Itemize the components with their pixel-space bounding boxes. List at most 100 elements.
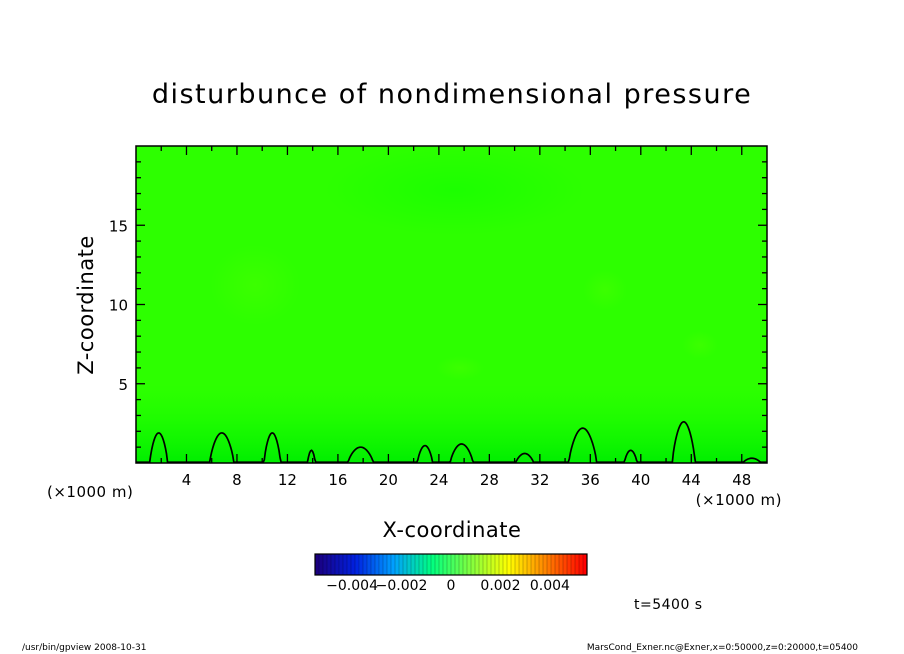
x-tick-label: 8 — [232, 471, 242, 489]
colorbar-swatch — [343, 554, 348, 575]
colorbar-swatch — [539, 554, 544, 575]
colorbar-swatch — [471, 554, 476, 575]
colorbar-swatch — [547, 554, 552, 575]
colorbar-swatch — [391, 554, 396, 575]
colorbar-swatch — [383, 554, 388, 575]
colorbar-swatch — [331, 554, 336, 575]
colorbar-swatch — [499, 554, 504, 575]
contour-line — [136, 420, 767, 463]
colorbar-swatch — [447, 554, 452, 575]
heatmap-field — [136, 146, 767, 463]
colorbar-frame — [314, 553, 588, 576]
x-tick-label: 40 — [631, 471, 650, 489]
colorbar-swatch — [571, 554, 576, 575]
colorbar-swatch — [511, 554, 516, 575]
colorbar-swatch — [387, 554, 392, 575]
colorbar-swatch — [339, 554, 344, 575]
y-tick-label: 5 — [118, 376, 128, 394]
colorbar-swatch — [583, 554, 588, 575]
colorbar-swatch — [363, 554, 368, 575]
chart-title: disturbunce of nondimensional pressure — [152, 79, 752, 110]
colorbar-tick-label: −0.004 — [326, 578, 378, 594]
colorbar-tick-label: −0.002 — [376, 578, 428, 594]
y-axis-unit: (×1000 m) — [47, 483, 133, 501]
colorbar-swatch — [351, 554, 356, 575]
colorbar-swatch — [323, 554, 328, 575]
colorbar-swatch — [495, 554, 500, 575]
colorbar-swatch — [315, 554, 320, 575]
x-tick-label: 12 — [278, 471, 297, 489]
colorbar-swatch — [531, 554, 536, 575]
colorbar-swatch — [459, 554, 464, 575]
colorbar-tick-label: 0.002 — [480, 578, 520, 594]
colorbar-swatch — [403, 554, 408, 575]
colorbar-swatch — [319, 554, 324, 575]
colorbar-swatch — [555, 554, 560, 575]
colorbar-swatch — [579, 554, 584, 575]
y-axis-ticks — [136, 161, 767, 448]
colorbar-tick-labels: −0.004−0.002 0 0.002 0.004 — [326, 578, 570, 594]
colorbar-swatch — [535, 554, 540, 575]
x-axis-label: X-coordinate — [383, 518, 522, 542]
colorbar-swatch — [427, 554, 432, 575]
colorbar-swatch — [575, 554, 580, 575]
x-axis-tick-labels: 4 8 12 16 20 24 28 32 36 40 44 48 — [182, 471, 752, 489]
colorbar-swatch — [359, 554, 364, 575]
colorbar-swatch — [519, 554, 524, 575]
colorbar-swatch — [395, 554, 400, 575]
field-blob — [436, 356, 484, 380]
colorbar-swatch — [375, 554, 380, 575]
colorbar-swatch — [503, 554, 508, 575]
colorbar-swatch — [431, 554, 436, 575]
field-blob — [682, 331, 718, 359]
colorbar-swatch — [567, 554, 572, 575]
x-tick-label: 4 — [182, 471, 192, 489]
field-blob — [210, 245, 300, 325]
colorbar-swatch — [559, 554, 564, 575]
colorbar-swatch — [475, 554, 480, 575]
colorbar-swatch — [507, 554, 512, 575]
colorbar-swatch — [487, 554, 492, 575]
colorbar-swatch — [379, 554, 384, 575]
colorbar-tick-label: 0 — [447, 578, 456, 594]
colorbar-swatch — [467, 554, 472, 575]
colorbar-swatch — [423, 554, 428, 575]
x-axis-unit: (×1000 m) — [696, 491, 782, 509]
x-tick-label: 16 — [328, 471, 347, 489]
colorbar-swatch — [435, 554, 440, 575]
x-axis-ticks — [160, 146, 743, 463]
colorbar-swatch — [411, 554, 416, 575]
colorbar-swatch — [347, 554, 352, 575]
footer-left: /usr/bin/gpview 2008-10-31 — [22, 643, 146, 653]
field-blob — [583, 270, 627, 310]
colorbar-swatch — [415, 554, 420, 575]
x-tick-label: 36 — [581, 471, 600, 489]
footer-right: MarsCond_Exner.nc@Exner,x=0:50000,z=0:20… — [587, 643, 858, 653]
colorbar-swatch — [479, 554, 484, 575]
colorbar-swatch — [551, 554, 556, 575]
colorbar-swatch — [483, 554, 488, 575]
colorbar-swatch — [335, 554, 340, 575]
colorbar-swatch — [543, 554, 548, 575]
colorbar-swatch — [563, 554, 568, 575]
colorbar-swatch — [407, 554, 412, 575]
colorbar-swatch — [451, 554, 456, 575]
x-tick-label: 28 — [480, 471, 499, 489]
colorbar-swatch — [419, 554, 424, 575]
time-label: t=5400 s — [634, 597, 703, 613]
y-tick-label: 10 — [109, 297, 128, 315]
field-blob — [325, 146, 585, 235]
x-tick-label: 20 — [379, 471, 398, 489]
y-tick-label: 15 — [109, 217, 128, 235]
field-bottom-band — [136, 385, 767, 463]
x-tick-label: 24 — [429, 471, 448, 489]
colorbar — [314, 554, 588, 575]
colorbar-tick-label: 0.004 — [530, 578, 570, 594]
colorbar-swatch — [523, 554, 528, 575]
colorbar-swatch — [439, 554, 444, 575]
colorbar-swatch — [367, 554, 372, 575]
colorbar-swatch — [491, 554, 496, 575]
colorbar-swatch — [371, 554, 376, 575]
colorbar-swatch — [515, 554, 520, 575]
